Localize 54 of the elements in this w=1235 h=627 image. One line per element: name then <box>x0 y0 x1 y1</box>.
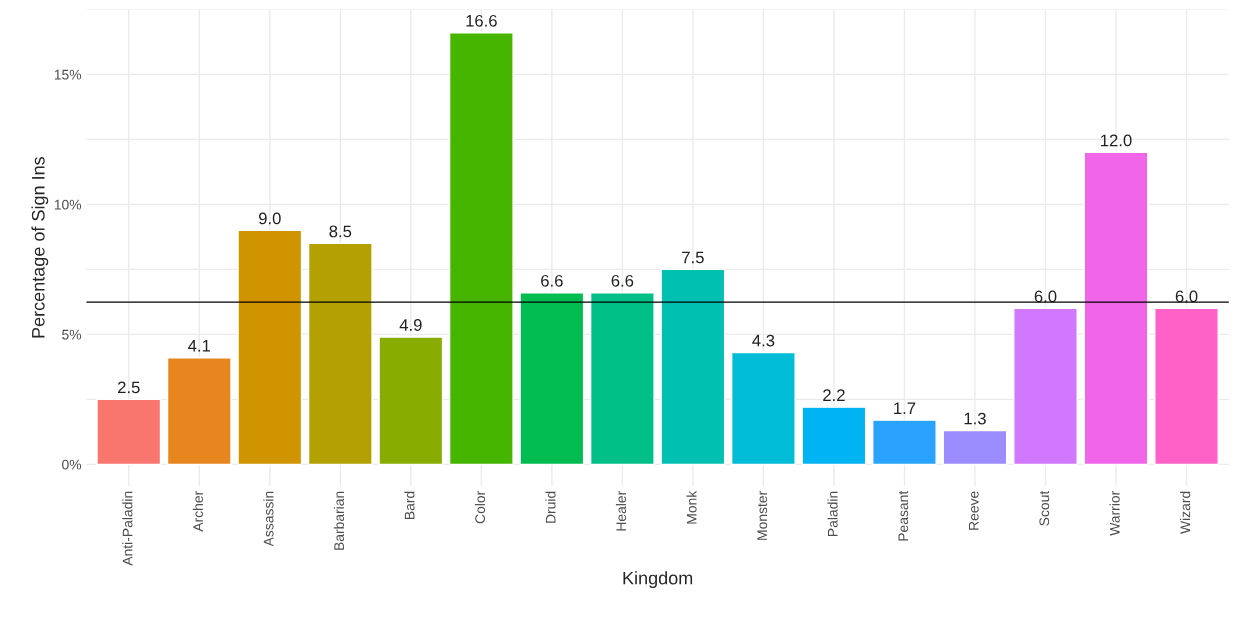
bar <box>589 292 655 466</box>
x-tick-label: Peasant <box>898 490 909 541</box>
data-label: 4.9 <box>399 319 422 331</box>
bar <box>1083 151 1149 466</box>
x-tick-label: Healer <box>615 491 627 531</box>
data-label: 1.3 <box>964 412 986 425</box>
x-tick-label: Druid <box>545 491 556 523</box>
x-tick-label: Color <box>474 491 486 524</box>
data-label: 6.6 <box>611 274 634 287</box>
bar <box>378 336 444 466</box>
data-label: 2.2 <box>823 389 845 401</box>
data-label: 8.5 <box>329 225 352 238</box>
x-tick-label: Archer <box>192 491 204 532</box>
x-tick-label: Warrior <box>1109 491 1120 536</box>
x-tick-label: Reeve <box>969 491 979 530</box>
data-label: 6.0 <box>1175 290 1198 303</box>
x-tick-label: Monster <box>757 491 768 540</box>
bar <box>519 292 585 466</box>
bar <box>307 242 373 466</box>
y-tick-label: 5% <box>62 329 82 340</box>
data-label: 9.0 <box>258 212 281 225</box>
bar <box>448 32 514 466</box>
bar <box>730 351 796 466</box>
data-label: 7.5 <box>682 251 704 264</box>
x-tick-label: Assassin <box>263 491 274 547</box>
data-label: 1.7 <box>894 402 916 414</box>
y-tick-label: 10% <box>54 199 82 210</box>
x-tick-label: Monk <box>686 490 697 524</box>
bar <box>660 268 726 466</box>
data-label: 6.6 <box>541 274 563 287</box>
x-tick-label: Paladin <box>827 491 838 536</box>
x-tick-label: Bard <box>404 491 415 519</box>
bar <box>1013 307 1078 466</box>
bar <box>942 429 1008 466</box>
y-tick-label: 0% <box>62 459 82 470</box>
x-tick-label: Barbarian <box>333 491 345 550</box>
x-tick-label: Scout <box>1039 490 1050 526</box>
data-label: 6.0 <box>1034 290 1057 303</box>
bar <box>1154 307 1219 466</box>
data-label: 4.1 <box>188 340 211 352</box>
bar <box>96 398 162 466</box>
bar <box>801 406 867 466</box>
data-label: 4.3 <box>752 334 775 347</box>
bar <box>166 357 232 466</box>
data-label: 2.5 <box>118 381 140 394</box>
x-tick-label: Wizard <box>1180 491 1191 534</box>
x-tick-label: Anti-Paladin <box>122 491 133 566</box>
data-label: 16.6 <box>466 14 497 27</box>
bar <box>872 419 937 466</box>
y-tick-label: 15% <box>54 69 82 80</box>
x-axis-title: Kingdom <box>623 571 693 589</box>
y-axis-title: Percentage of Sign Ins <box>31 156 49 338</box>
bar <box>237 229 303 466</box>
data-label: 12.0 <box>1101 134 1132 147</box>
